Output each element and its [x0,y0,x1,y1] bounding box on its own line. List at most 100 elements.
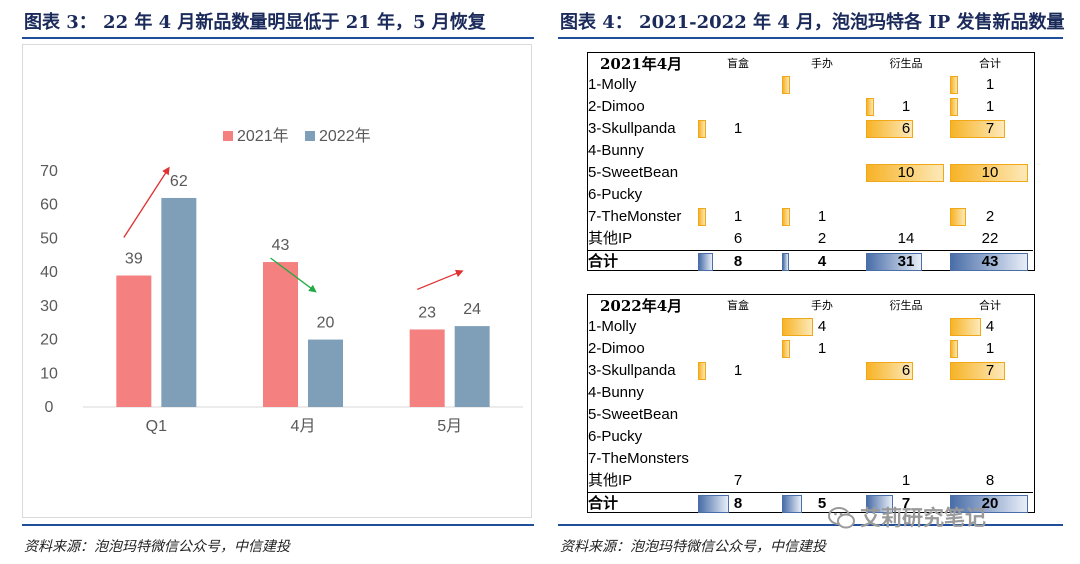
total-label: 合计 [588,253,619,270]
data-bar [866,362,913,380]
x-tick-label: Q1 [146,418,167,435]
watermark: 艾莉研究笔记 [828,502,986,532]
cell-value: 2 [817,230,827,247]
table-header-row: 2022年4月 盲盒 手办 衍生品 合计 [588,295,1033,317]
cell-value [696,140,780,162]
table-row: 6-Pucky [588,426,1033,448]
table-row: 7-TheMonster 1 1 2 [588,206,1033,228]
cell-value: 1 [733,208,743,225]
cell-value [864,426,948,448]
cell-value [864,316,948,338]
data-bar [950,164,1028,182]
total-value: 4 [817,253,827,270]
total-value: 7 [901,495,911,512]
cell-value [780,448,864,470]
data-bar [950,76,958,94]
cell-value [696,382,780,404]
cell-value [948,426,1032,448]
table-row: 3-Skullpanda 1 6 7 [588,118,1033,140]
cell-value [780,470,864,492]
left-title-rule [22,37,534,39]
table-row: 2-Dimoo 1 1 [588,338,1033,360]
data-bar [950,98,958,116]
table-row: 4-Bunny [588,140,1033,162]
cell-value: 1 [901,472,911,489]
table-row: 2-Dimoo 1 1 [588,96,1033,118]
column-header: 衍生品 [889,58,923,70]
cell-value: 4 [817,318,827,335]
data-bar [866,495,893,513]
row-label: 5-SweetBean [588,406,679,423]
data-label: 24 [463,301,481,318]
table-row: 7-TheMonsters [588,448,1033,470]
cell-value [696,74,780,96]
column-header: 合计 [979,300,1001,312]
y-tick-label: 60 [40,197,58,214]
y-tick-label: 50 [40,230,58,247]
table-title: 2021年4月 [600,55,683,73]
row-label: 7-TheMonster [588,208,682,225]
cell-value: 6 [901,362,911,379]
table-total-row: 合计 8 4 31 43 [588,250,1033,272]
data-bar [950,208,966,226]
table-header-row: 2021年4月 盲盒 手办 衍生品 合计 [588,53,1033,75]
row-label: 1-Molly [588,76,637,93]
y-tick-label: 70 [40,163,58,180]
cell-value [696,96,780,118]
x-tick-label: 5月 [437,418,462,435]
left-source-note: 资料来源：泡泡玛特微信公众号，中信建投 [24,539,290,555]
cell-value [780,184,864,206]
cell-value [696,338,780,360]
column-header: 衍生品 [889,300,923,312]
cell-value [780,382,864,404]
cell-value: 1 [733,120,743,137]
row-label: 2-Dimoo [588,98,645,115]
data-label: 43 [272,237,290,254]
bar-4月-2021年 [263,262,298,407]
cell-value [780,162,864,184]
table-row: 其他IP 6 2 14 22 [588,228,1033,250]
column-header: 手办 [811,58,833,70]
total-value: 43 [981,253,999,270]
row-label: 2-Dimoo [588,340,645,357]
cell-value [864,74,948,96]
row-label: 4-Bunny [588,142,644,159]
cell-value: 2 [985,208,995,225]
cell-value [780,74,864,96]
cell-value [780,360,864,382]
data-label: 20 [317,315,335,332]
cell-value: 1 [733,362,743,379]
bar-4月-2022年 [308,339,343,407]
cell-value [864,338,948,360]
table-2021-april: 2021年4月 盲盒 手办 衍生品 合计 1-Molly 1 2-Dimoo 1 1 3-Skull… [587,52,1035,271]
bar-Q1-2022年 [161,197,197,407]
cell-value: 1 [985,76,995,93]
cell-value [696,404,780,426]
data-bar [950,340,958,358]
cell-value: 1 [985,340,995,357]
row-label: 6-Pucky [588,186,643,203]
cell-value [696,162,780,184]
bar-Q1-2021年 [116,275,152,407]
cell-value [780,426,864,448]
y-tick-label: 30 [40,298,58,315]
row-label: 4-Bunny [588,384,644,401]
total-value: 8 [733,495,743,512]
table-row: 4-Bunny [588,382,1033,404]
y-tick-label: 10 [40,365,58,382]
trend-arrow-down [270,257,317,293]
data-bar [698,362,706,380]
row-label: 其他IP [588,472,633,489]
table-total-row: 合计 8 5 7 20 [588,492,1033,514]
column-header: 合计 [979,58,1001,70]
table-row: 1-Molly 1 [588,74,1033,96]
table-row: 5-SweetBean [588,404,1033,426]
wechat-icon [828,507,855,529]
cell-value: 6 [733,230,743,247]
column-header: 盲盒 [727,58,749,70]
data-bar [782,495,802,513]
data-bar [950,120,1005,138]
cell-value: 1 [817,340,827,357]
data-bar [782,253,789,271]
cell-value [948,184,1032,206]
